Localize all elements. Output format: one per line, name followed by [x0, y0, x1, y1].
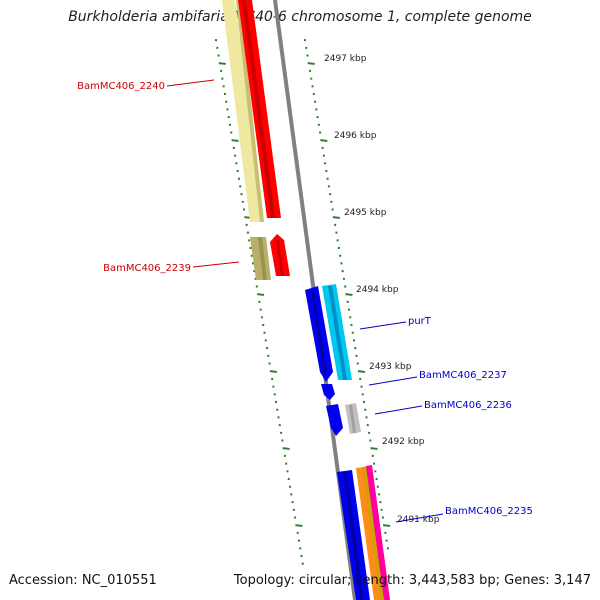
leader-line — [395, 513, 444, 523]
major-tick — [332, 216, 341, 219]
map-title: Burkholderia ambifaria MC40-6 chromosome… — [68, 9, 532, 25]
major-tick — [345, 293, 353, 296]
gene-feature-2239-shade — [276, 240, 284, 276]
accession-text: Accession: NC_010551 — [9, 573, 157, 588]
major-tick — [282, 447, 290, 450]
reverse-strand-genes — [305, 284, 390, 600]
kbp-label: 2494 kbp — [356, 285, 399, 295]
kbp-label: 2496 kbp — [334, 131, 377, 141]
gene-feature-purT-rna-shade — [328, 286, 347, 380]
gene-feature-2235-pink[interactable] — [366, 465, 390, 600]
major-tick — [320, 139, 328, 142]
major-tick — [307, 62, 315, 65]
leader-line — [368, 376, 418, 386]
gene-feature-2240-cds[interactable] — [222, 0, 264, 222]
gene-feature-2236[interactable] — [326, 404, 343, 436]
leader-line — [192, 261, 240, 268]
gene-feature-2240-cds-shade — [236, 0, 264, 222]
gene-label-2235[interactable]: BamMC406_2235 — [445, 506, 533, 517]
gene-label-2239[interactable]: BamMC406_2239 — [103, 263, 191, 274]
leader-line — [374, 405, 423, 415]
gene-feature-2236-other-shade — [349, 405, 356, 433]
gene-label-2237[interactable]: BamMC406_2237 — [419, 370, 507, 381]
major-tick — [269, 370, 277, 373]
leader-line — [166, 79, 215, 87]
major-tick — [357, 370, 366, 373]
forward-strand-genes — [222, 0, 290, 280]
kbp-label: 2497 kbp — [324, 54, 367, 64]
gene-feature-purT-shade — [311, 290, 327, 376]
kbp-label: 2493 kbp — [369, 362, 412, 372]
genome-stats-text: Topology: circular; Length: 3,443,583 bp… — [233, 573, 591, 588]
major-tick — [383, 524, 391, 527]
gene-feature-2235-gold[interactable] — [362, 466, 385, 600]
gene-feature-2237[interactable] — [321, 384, 335, 400]
major-tick — [370, 447, 378, 450]
gene-feature-2239-cds-shade — [258, 237, 267, 280]
major-tick — [231, 139, 239, 142]
gene-feature-2240-shade — [242, 0, 275, 218]
gene-label-2240[interactable]: BamMC406_2240 — [77, 81, 165, 92]
leader-line — [359, 321, 407, 330]
gene-label-purT[interactable]: purT — [408, 316, 432, 327]
kbp-label: 2492 kbp — [382, 437, 425, 447]
kbp-label: 2495 kbp — [344, 208, 387, 218]
major-tick — [218, 62, 226, 65]
gene-feature-2235-shade — [343, 472, 364, 600]
major-tick — [256, 293, 265, 296]
gene-labels: BamMC406_2240 BamMC406_2239 purT BamMC40… — [77, 79, 533, 523]
major-tick — [295, 524, 303, 527]
tick-marks — [214, 39, 391, 565]
gene-label-2236[interactable]: BamMC406_2236 — [424, 400, 512, 411]
kbp-label: 2491 kbp — [397, 515, 440, 525]
kbp-scale-labels: 2497 kbp 2496 kbp 2495 kbp 2494 kbp 2493… — [324, 54, 440, 525]
